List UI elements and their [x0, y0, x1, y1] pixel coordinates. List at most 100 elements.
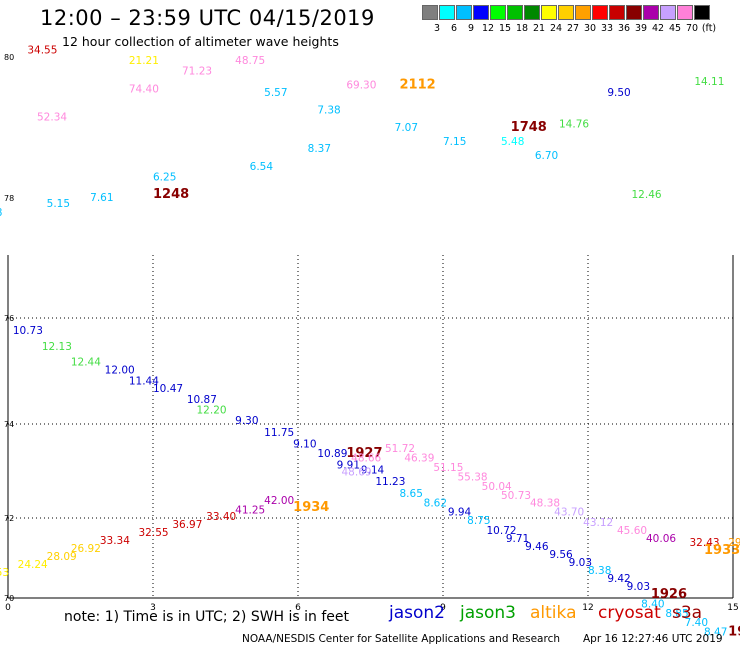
- satellite-s3a: s3a: [672, 603, 703, 623]
- wave-height-label: 2112: [400, 78, 436, 93]
- y-tick-label: 70: [4, 594, 14, 603]
- wave-height-label: 8.85: [665, 608, 688, 620]
- timestamp-text: Apr 16 12:27:46 UTC 2019: [583, 633, 723, 645]
- x-tick-label: 6: [295, 603, 301, 613]
- wave-height-label: 5.48: [501, 136, 524, 148]
- wave-height-label: 8.65: [400, 488, 423, 500]
- wave-height-label: 26.92: [71, 543, 101, 555]
- wave-height-label: 34.55: [27, 45, 57, 57]
- wave-height-label: 7.40: [685, 617, 708, 629]
- legend-label: 3: [433, 23, 441, 34]
- wave-height-label: 43.70: [554, 507, 584, 519]
- wave-height-label: 192: [728, 625, 740, 640]
- wave-height-label: 1248: [153, 187, 189, 202]
- legend-label: 6: [450, 23, 458, 34]
- x-tick-label: 9: [440, 603, 446, 613]
- wave-height-label: 48.75: [235, 55, 265, 67]
- wave-height-label: 41.25: [235, 504, 265, 516]
- wave-height-label: 33.34: [100, 535, 130, 547]
- wave-height-label: 8.37: [308, 143, 331, 155]
- chart-title: 12:00 – 23:59 UTC 04/15/2019: [40, 6, 375, 30]
- wave-height-label: 12.13: [42, 341, 72, 353]
- legend-label: 45: [668, 23, 682, 34]
- wave-height-label: 9.30: [235, 415, 258, 427]
- x-tick-label: 12: [582, 603, 593, 613]
- satellite-cryosat: cryosat: [598, 603, 661, 623]
- wave-height-label: 7.61: [90, 192, 113, 204]
- legend-label: 27: [566, 23, 580, 34]
- x-tick-label: 15: [727, 603, 738, 613]
- legend-swatch: [558, 5, 574, 20]
- wave-height-label: 10.47: [153, 383, 183, 395]
- wave-height-label: 50.04: [482, 481, 512, 493]
- legend-label: 9: [467, 23, 475, 34]
- wave-height-label: 14.76: [559, 119, 589, 131]
- wave-height-label: 9.14: [361, 464, 385, 476]
- wave-height-label: 7.07: [395, 122, 418, 134]
- wave-height-label: 48.66: [351, 453, 381, 465]
- wave-height-label: 10.72: [487, 525, 517, 537]
- legend-swatch: [473, 5, 489, 20]
- wave-height-label: 11.75: [264, 427, 294, 439]
- wave-height-label: 32.43: [690, 537, 720, 549]
- wave-height-label: 10.89: [317, 448, 347, 460]
- wave-height-label: 8.62: [424, 497, 447, 509]
- wave-height-label: 9.94: [448, 507, 472, 519]
- legend-swatch: [609, 5, 625, 20]
- wave-height-label: 36.97: [172, 519, 202, 531]
- x-tick-label: 3: [150, 603, 156, 613]
- wave-height-label: 6.54: [250, 161, 274, 173]
- legend-label: 24: [549, 23, 563, 34]
- legend-label: 70: [685, 23, 699, 34]
- wave-height-label: 51.72: [385, 443, 415, 455]
- y-tick-label: 78: [4, 194, 14, 203]
- credit-text: NOAA/NESDIS Center for Satellite Applica…: [242, 633, 560, 645]
- wave-height-label: 46.39: [404, 453, 434, 465]
- wave-height-label: 1926: [651, 587, 687, 602]
- satellite-jason2: jason2: [389, 603, 445, 623]
- wave-height-label: 9.50: [607, 87, 630, 99]
- wave-height-label: 5.15: [47, 198, 70, 210]
- y-tick-label: 74: [4, 420, 14, 429]
- legend-swatch: [456, 5, 472, 20]
- wave-height-label: 9.46: [525, 541, 549, 553]
- wave-height-label: 6.25: [153, 171, 176, 183]
- wave-height-label: 1934: [293, 500, 329, 515]
- wave-height-label: 12.46: [632, 189, 662, 201]
- wave-height-label: 40.06: [646, 533, 676, 545]
- wave-height-label: 10.73: [13, 325, 43, 337]
- legend-swatch: [660, 5, 676, 20]
- wave-height-label: 9.71: [506, 533, 529, 545]
- legend-swatch: [575, 5, 591, 20]
- wave-height-label: 8.38: [588, 565, 611, 577]
- wave-height-label: 14.11: [694, 76, 724, 88]
- legend-label: 21: [532, 23, 546, 34]
- wave-height-label: 12.44: [71, 357, 101, 369]
- legend-swatch: [541, 5, 557, 20]
- wave-height-label: 29: [728, 537, 740, 549]
- wave-height-label: 55.38: [458, 471, 488, 483]
- footnote: note: 1) Time is in UTC; 2) SWH is in fe…: [64, 609, 350, 625]
- wave-height-label: 10.87: [187, 394, 217, 406]
- legend-swatch: [643, 5, 659, 20]
- wave-height-label: 9.56: [549, 549, 573, 561]
- wave-height-label: 12.20: [197, 404, 227, 416]
- wave-height-label: 69.30: [346, 80, 376, 92]
- wave-height-label: 8.40: [641, 598, 664, 610]
- legend-swatch: [507, 5, 523, 20]
- wave-height-label: 1933: [704, 543, 740, 558]
- chart-subtitle: 12 hour collection of altimeter wave hei…: [62, 34, 339, 49]
- wave-height-label: 9.91: [337, 460, 360, 472]
- wave-height-label: 42.00: [264, 495, 294, 507]
- wave-height-label: 74.40: [129, 83, 159, 95]
- wave-height-label: 24.24: [18, 559, 48, 571]
- legend-swatch: [524, 5, 540, 20]
- wave-height-label: 21.21: [129, 55, 159, 67]
- legend-label: 42: [651, 23, 665, 34]
- wave-height-label: 21.53: [0, 567, 9, 579]
- wave-height-label: 32.55: [139, 527, 169, 539]
- legend-label: 36: [617, 23, 631, 34]
- wave-height-label: 52.34: [37, 111, 67, 123]
- legend-swatch: [626, 5, 642, 20]
